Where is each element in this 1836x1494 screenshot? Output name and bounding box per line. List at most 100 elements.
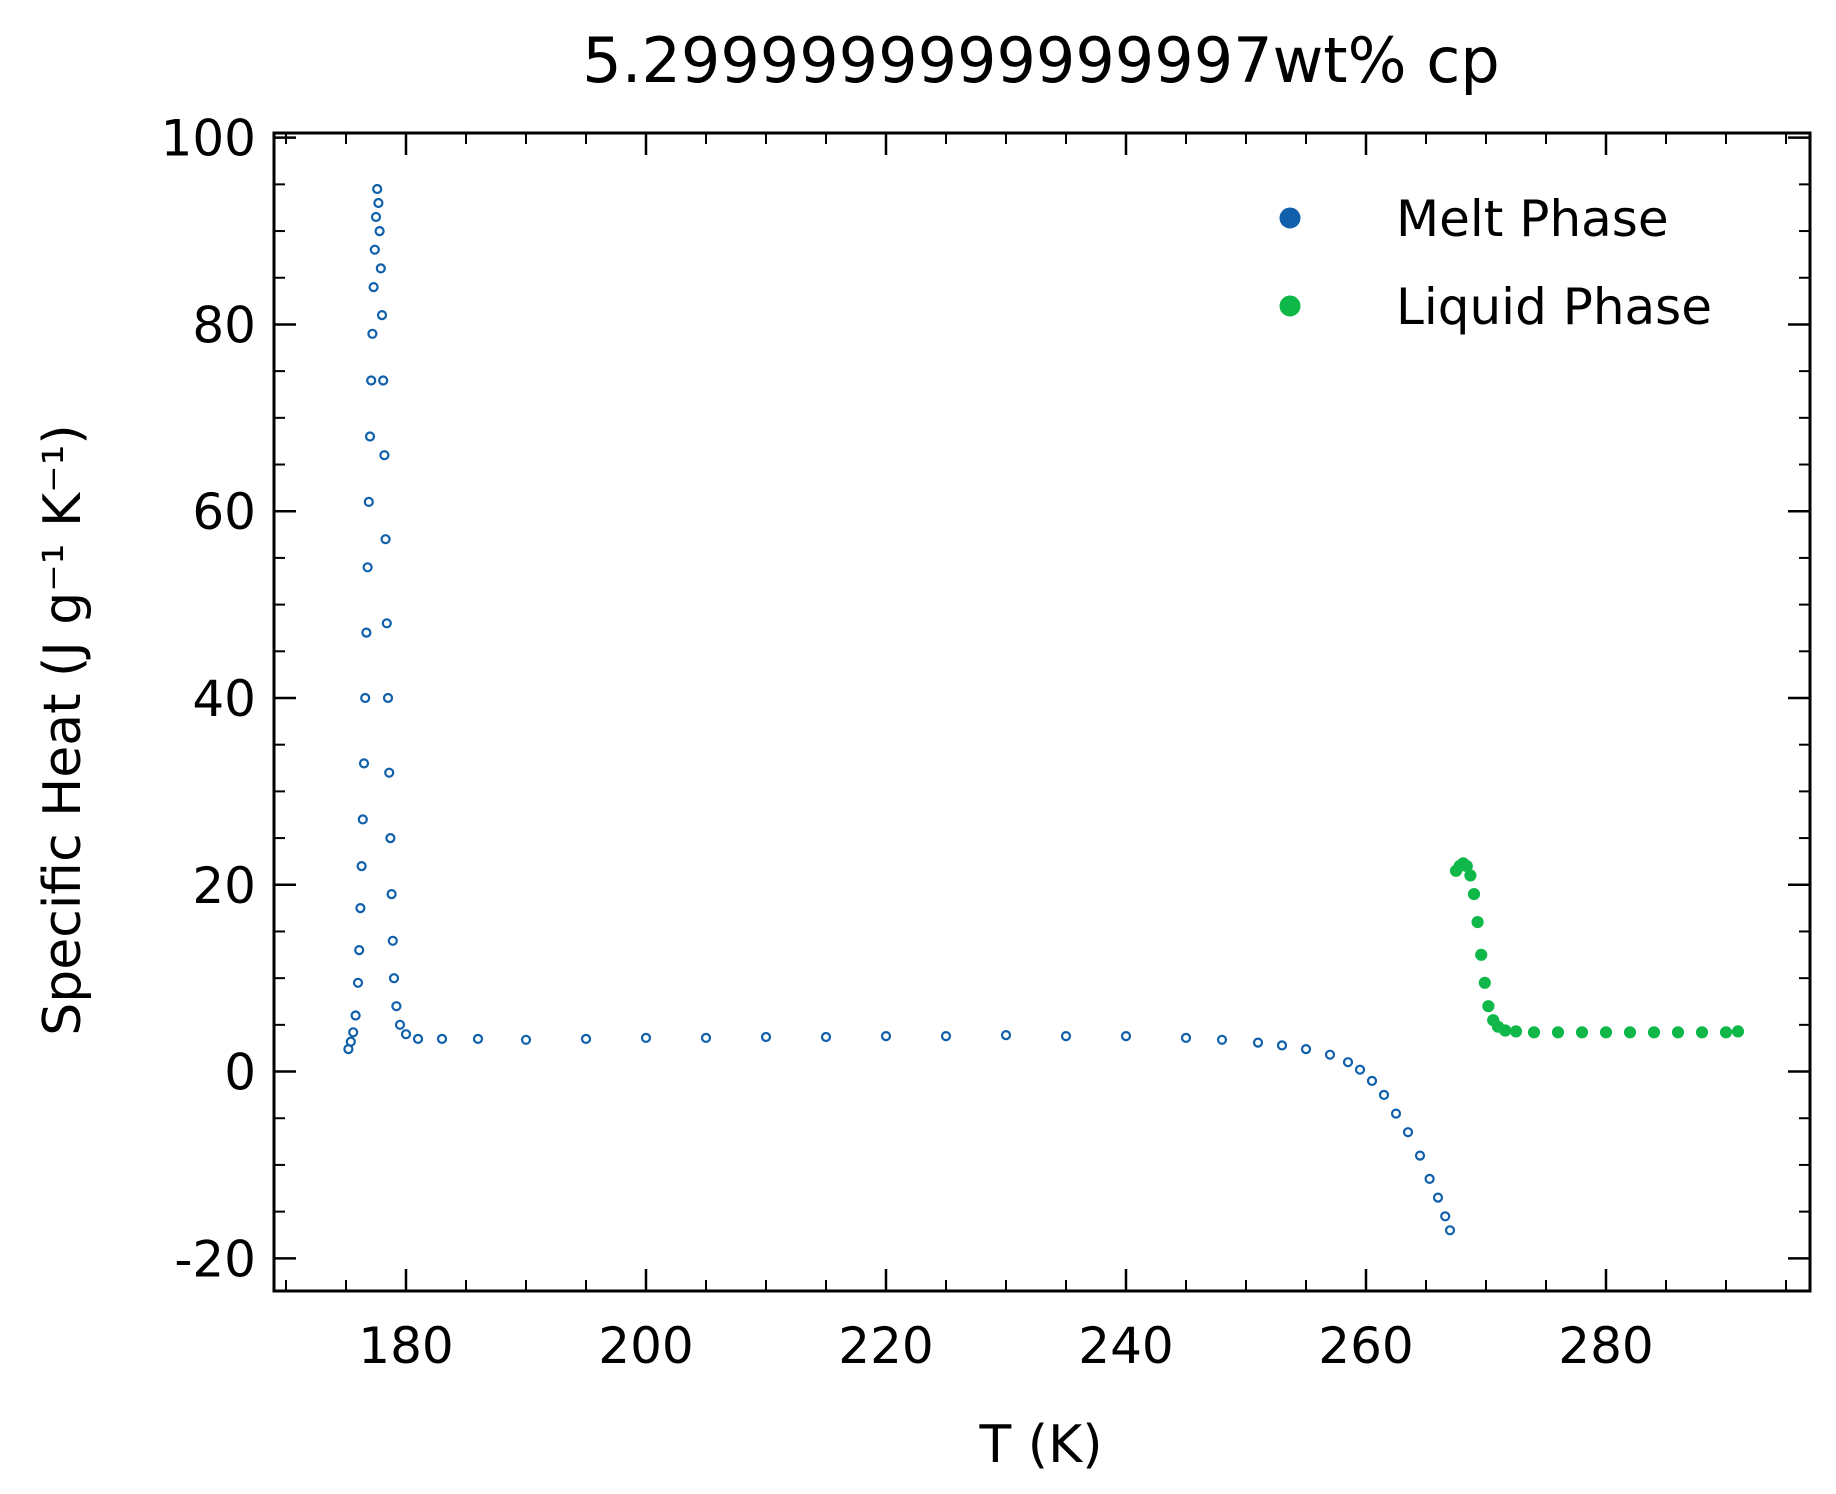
series-1 — [1449, 857, 1745, 1039]
data-point — [1599, 1026, 1613, 1039]
data-point — [345, 1036, 356, 1047]
data-point — [1471, 915, 1484, 929]
data-point — [1216, 1034, 1228, 1045]
plot-frame — [272, 131, 1812, 1293]
data-point — [1060, 1030, 1072, 1042]
chart-title: 5.2999999999999997wt% cp — [582, 24, 1499, 97]
data-point — [367, 328, 378, 339]
legend-marker — [1279, 295, 1301, 317]
x-tick-label: 180 — [358, 1317, 453, 1375]
data-point — [357, 814, 368, 825]
data-point — [1499, 1024, 1512, 1037]
y-tick-label: 60 — [192, 483, 256, 541]
data-point — [376, 310, 388, 321]
data-point — [381, 618, 392, 629]
data-series — [343, 183, 1745, 1236]
y-tick-label: 100 — [161, 110, 256, 168]
data-point — [373, 197, 384, 209]
data-point — [354, 944, 365, 956]
data-point — [369, 244, 380, 255]
y-tick-label: 40 — [192, 670, 256, 728]
data-point — [580, 1033, 592, 1045]
x-tick-label: 240 — [1078, 1317, 1173, 1375]
data-point — [1354, 1064, 1366, 1075]
data-point — [700, 1032, 712, 1044]
data-point — [1695, 1026, 1709, 1039]
data-point — [370, 211, 382, 223]
data-point — [1509, 1025, 1523, 1038]
axes: 180 200 220 240 260 280 -20 0 20 40 60 80 100 — [161, 110, 1812, 1375]
data-point — [368, 282, 379, 293]
data-point — [1719, 1026, 1733, 1039]
data-point — [384, 767, 395, 778]
data-point — [361, 627, 372, 638]
data-point — [366, 375, 377, 386]
x-axis-label: T (K) — [979, 1415, 1103, 1475]
data-point — [1551, 1026, 1565, 1039]
legend: Melt Phase Liquid Phase — [1279, 190, 1712, 336]
x-tick-label: 200 — [598, 1317, 693, 1375]
data-point — [350, 1010, 361, 1021]
x-tick-label: 220 — [838, 1317, 933, 1375]
data-point — [1000, 1029, 1012, 1041]
data-point — [391, 1001, 402, 1012]
data-point — [472, 1033, 484, 1045]
legend-label: Liquid Phase — [1396, 278, 1712, 336]
data-point — [352, 977, 364, 988]
data-point — [385, 832, 396, 844]
data-point — [1482, 1000, 1495, 1013]
y-axis-label: Specific Heat (J g⁻¹ K⁻¹) — [33, 424, 93, 1035]
data-point — [364, 431, 376, 442]
data-point — [362, 562, 373, 573]
data-point — [640, 1032, 652, 1044]
data-point — [1120, 1030, 1132, 1042]
data-point — [1647, 1026, 1661, 1039]
data-point — [348, 1027, 359, 1038]
data-point — [412, 1033, 424, 1045]
y-tick-label: 80 — [192, 296, 256, 354]
y-tick-label: -20 — [174, 1230, 256, 1288]
data-point — [1402, 1127, 1414, 1138]
legend-marker — [1279, 207, 1301, 229]
data-point — [1378, 1089, 1390, 1101]
data-point — [1731, 1025, 1745, 1038]
data-point — [372, 183, 383, 195]
data-point — [380, 534, 391, 545]
data-point — [1342, 1057, 1354, 1068]
y-tick-label: 20 — [192, 857, 256, 915]
data-point — [1252, 1037, 1264, 1048]
data-point — [1424, 1173, 1435, 1185]
data-point — [1366, 1075, 1378, 1087]
data-point — [1464, 869, 1477, 882]
data-point — [940, 1030, 952, 1042]
data-point — [1444, 1225, 1456, 1236]
data-point — [760, 1031, 772, 1043]
data-point — [374, 226, 385, 237]
data-point — [400, 1029, 412, 1040]
data-point — [358, 758, 370, 769]
data-point — [1475, 948, 1488, 961]
x-tick-label: 260 — [1318, 1317, 1413, 1375]
data-point — [820, 1031, 832, 1043]
data-point — [1671, 1026, 1685, 1039]
data-point — [1180, 1032, 1192, 1044]
y-tick-label: 0 — [224, 1044, 256, 1102]
data-point — [1276, 1040, 1288, 1051]
data-point — [379, 450, 390, 461]
data-point — [360, 692, 371, 704]
data-point — [1324, 1049, 1336, 1060]
data-point — [363, 496, 374, 507]
data-point — [386, 888, 397, 900]
data-point — [1623, 1026, 1637, 1039]
series-0 — [343, 183, 1456, 1236]
data-point — [1414, 1150, 1426, 1161]
data-point — [1575, 1026, 1589, 1039]
x-tick-label: 280 — [1558, 1317, 1653, 1375]
data-point — [356, 860, 367, 872]
data-point — [375, 263, 386, 274]
data-point — [382, 692, 394, 704]
data-point — [1390, 1108, 1402, 1119]
data-point — [1300, 1043, 1312, 1055]
data-point — [1467, 887, 1481, 901]
